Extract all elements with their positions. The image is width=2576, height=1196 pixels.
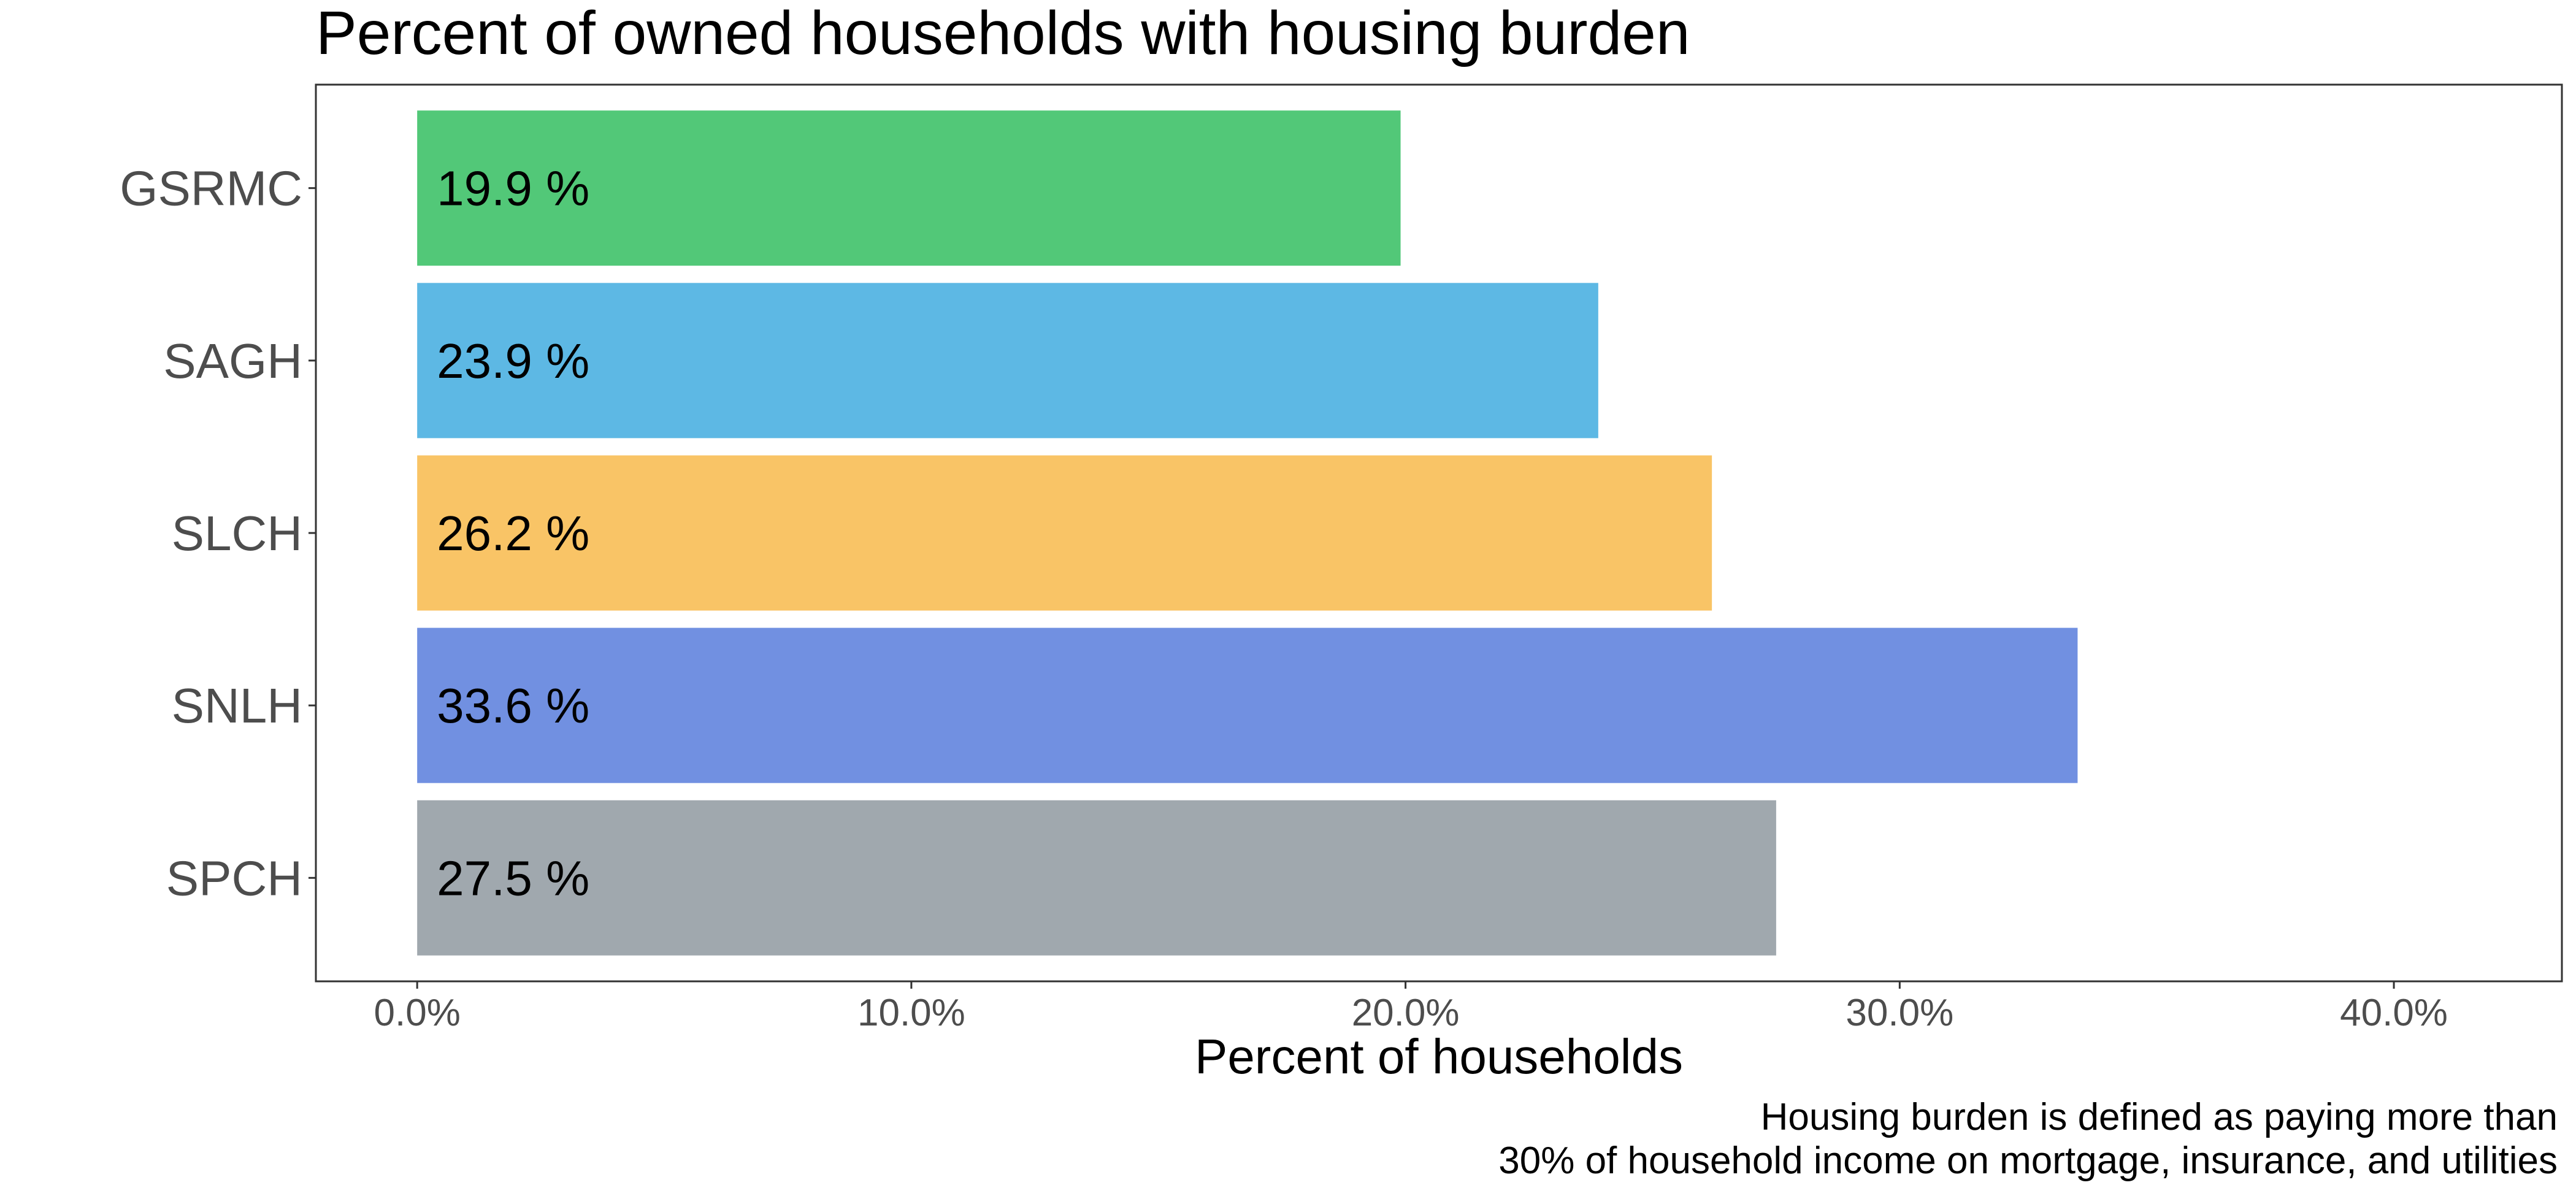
x-axis: 0.0% 10.0% 20.0% 30.0% 40.0% [374, 981, 2448, 1034]
x-tick-label: 30.0% [1846, 992, 1953, 1034]
y-tick-label-sagh: SAGH [163, 334, 302, 388]
data-label-snlh: 33.6 % [437, 678, 589, 733]
y-tick-label-spch: SPCH [166, 851, 302, 905]
y-tick-label-gsrmc: GSRMC [120, 161, 302, 216]
bar-sagh [417, 283, 1598, 439]
data-label-sagh: 23.9 % [437, 334, 589, 388]
caption-line-2: 30% of household income on mortgage, ins… [1498, 1140, 2558, 1182]
x-tick-label: 10.0% [857, 992, 965, 1034]
data-label-slch: 26.2 % [437, 506, 589, 561]
bar-gsrmc [417, 110, 1401, 266]
caption-line-1: Housing burden is defined as paying more… [1761, 1096, 2558, 1138]
x-tick-label: 40.0% [2340, 992, 2448, 1034]
chart-title: Percent of owned households with housing… [316, 0, 1690, 67]
x-tick-label: 20.0% [1352, 992, 1460, 1034]
bar-slch [417, 455, 1712, 611]
x-axis-label: Percent of households [1195, 1029, 1683, 1084]
y-tick-label-slch: SLCH [172, 506, 302, 561]
bar-spch [417, 800, 1776, 956]
bars-layer [417, 110, 2078, 956]
x-tick-label: 0.0% [374, 992, 461, 1034]
data-label-spch: 27.5 % [437, 851, 589, 905]
data-label-gsrmc: 19.9 % [437, 161, 589, 216]
y-tick-label-snlh: SNLH [172, 678, 302, 733]
data-labels-layer: 19.9 % 23.9 % 26.2 % 33.6 % 27.5 % [437, 161, 589, 906]
y-axis: GSRMC SAGH SLCH SNLH SPCH [120, 161, 316, 905]
bar-snlh [417, 627, 2078, 783]
